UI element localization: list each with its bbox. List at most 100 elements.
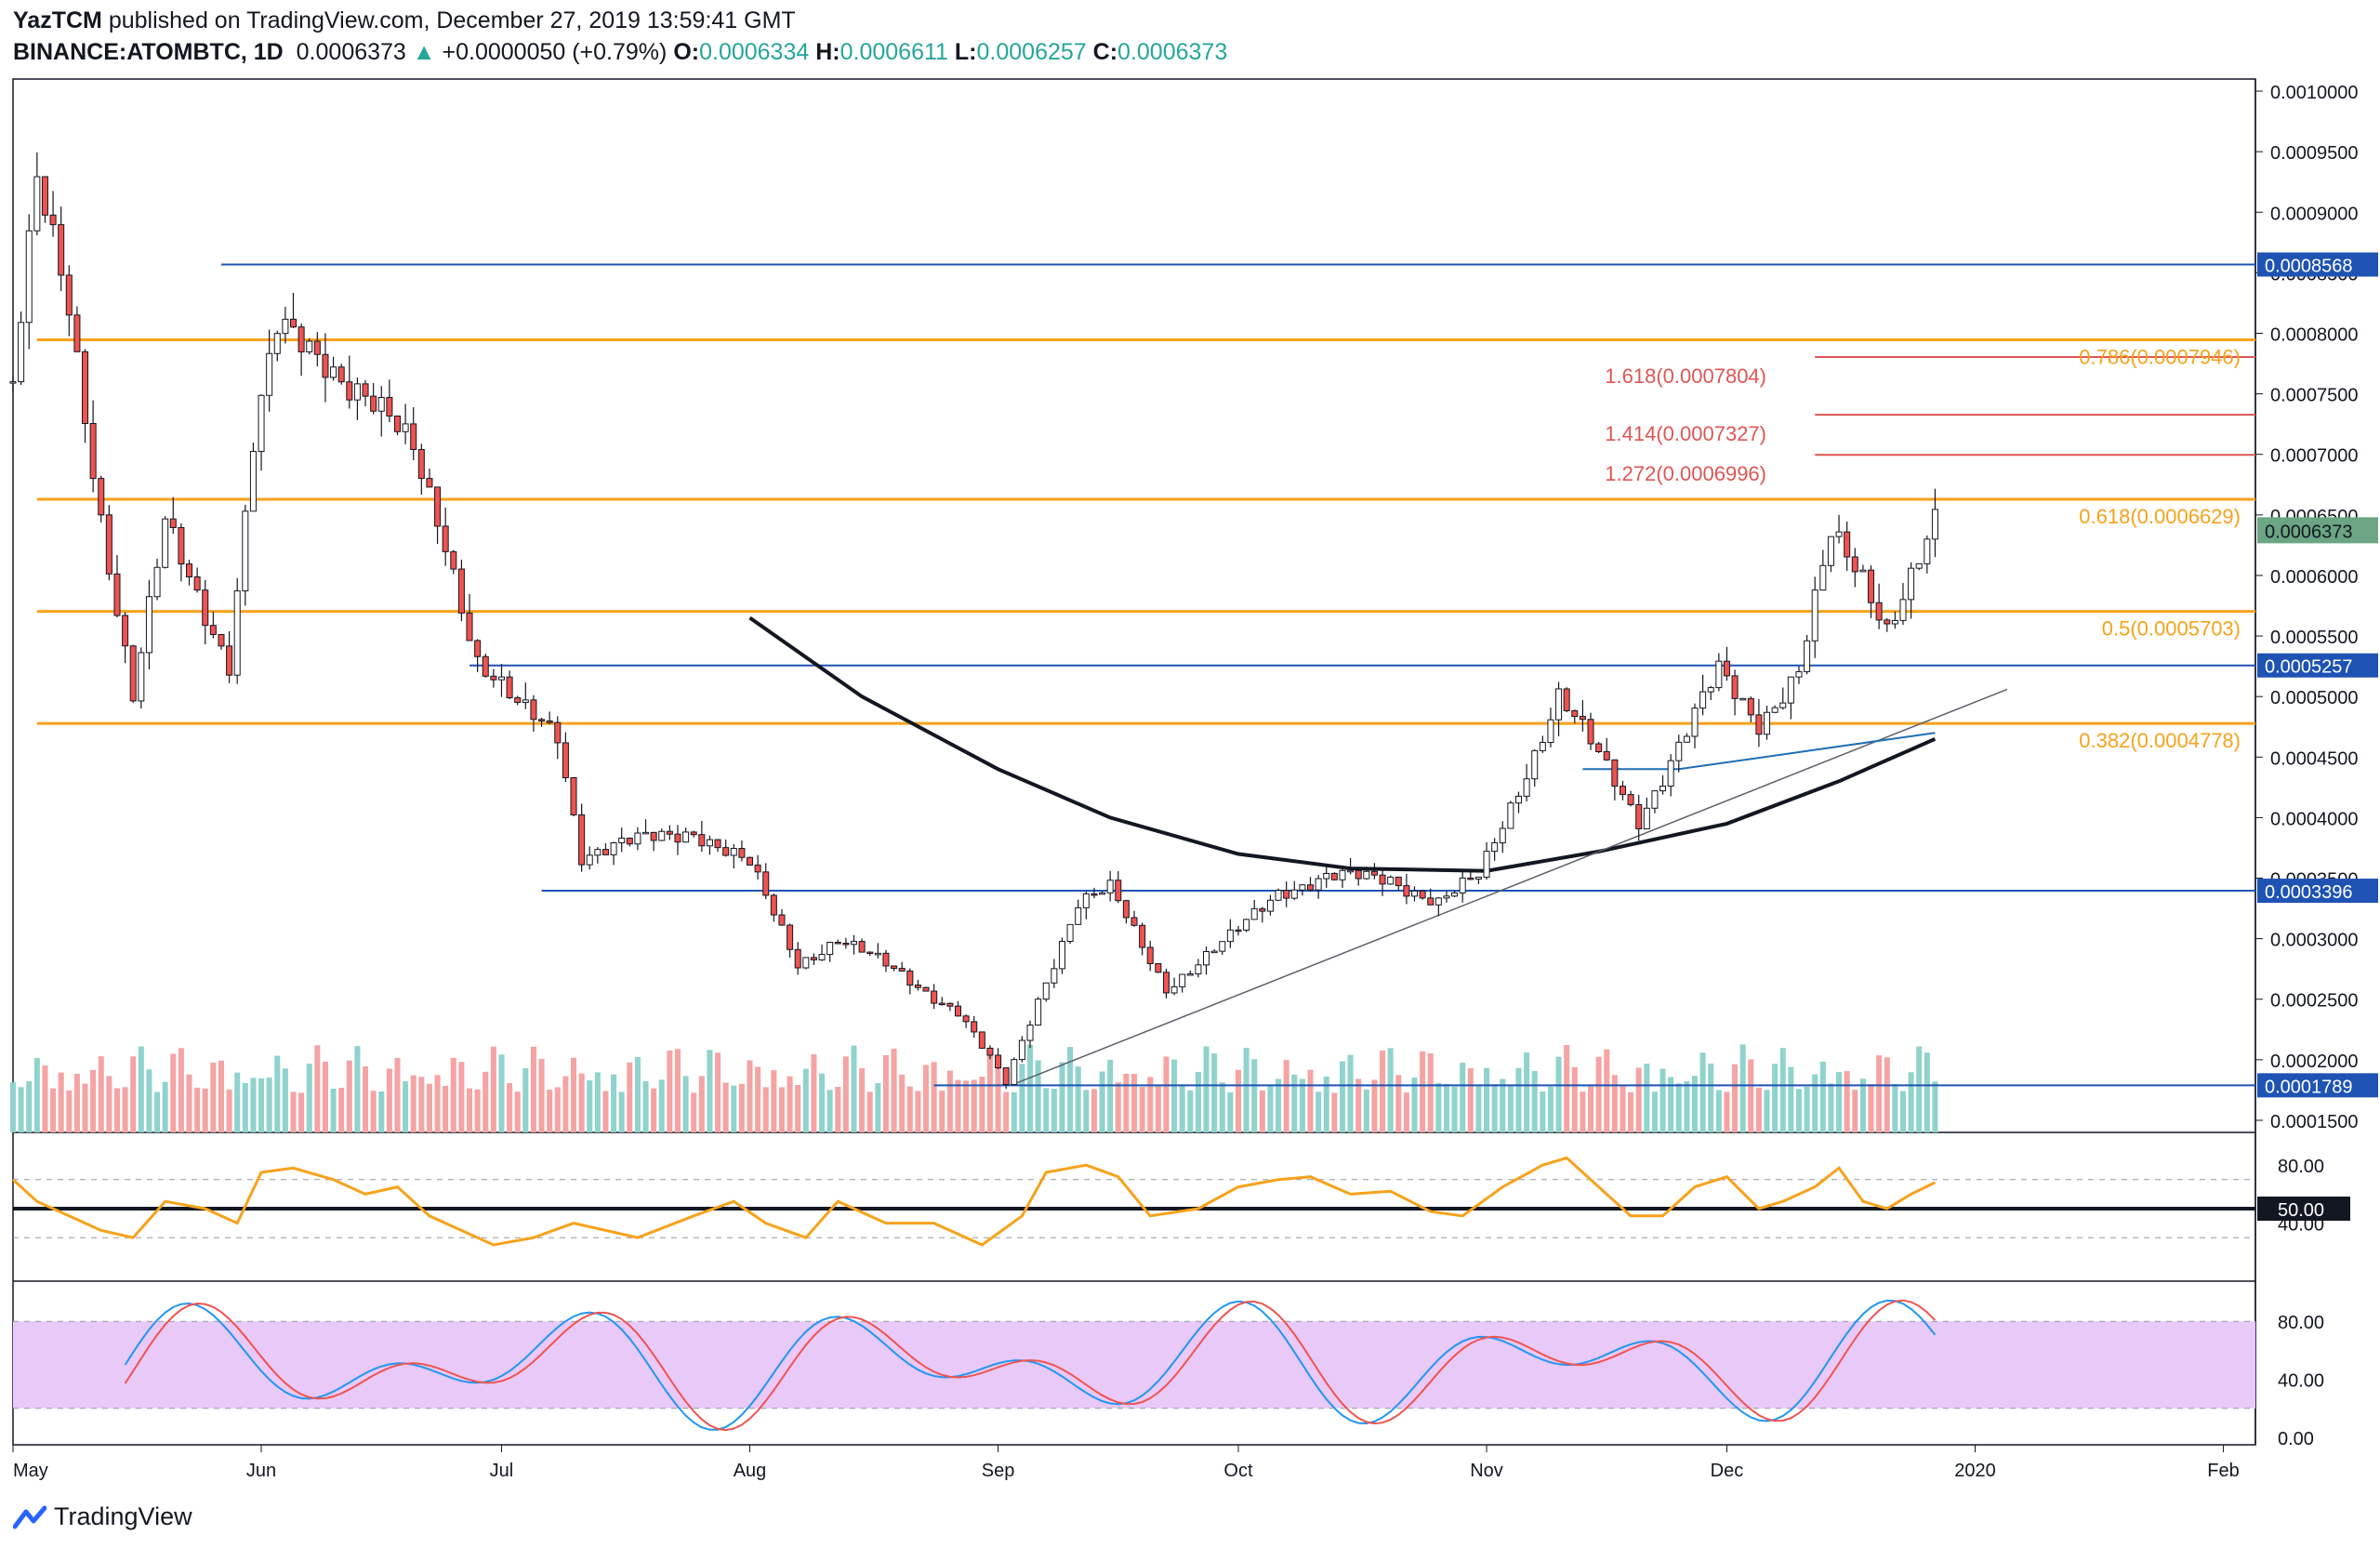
candle-up <box>1651 790 1659 809</box>
candle-down <box>754 864 761 873</box>
fib-label: 0.618(0.0006629) <box>2079 505 2241 528</box>
volume-bar <box>90 1069 97 1132</box>
volume-bar <box>570 1057 577 1132</box>
volume-bar <box>1251 1059 1258 1132</box>
price-tick-label: 0.0005500 <box>2270 628 2359 648</box>
candle-down <box>978 1031 985 1049</box>
price-tick-label: 0.0009000 <box>2270 204 2359 224</box>
candle-down <box>178 526 185 565</box>
candle-up <box>1339 869 1346 880</box>
fib-label: 0.382(0.0004778) <box>2079 729 2241 752</box>
candle-down <box>1419 890 1426 899</box>
volume-bar <box>1276 1078 1282 1132</box>
volume-bar <box>370 1091 377 1132</box>
candle-up <box>642 831 650 835</box>
candle-up <box>1675 741 1683 761</box>
candle-up <box>1699 691 1707 709</box>
price-tick-label: 0.0003000 <box>2270 931 2359 951</box>
candle-down <box>202 589 209 627</box>
volume-bar <box>866 1092 873 1132</box>
stoch-tick-label: 80.00 <box>2278 1313 2324 1333</box>
volume-bar <box>979 1077 985 1132</box>
level-price-tag-label: 0.0001789 <box>2265 1077 2353 1097</box>
volume-bar <box>1451 1086 1458 1132</box>
candle-up <box>1018 1039 1025 1061</box>
volume-bar <box>170 1053 177 1132</box>
time-tick-label: Jul <box>490 1461 514 1481</box>
time-tick-label: Dec <box>1711 1461 1744 1481</box>
close-label: C: <box>1092 39 1118 65</box>
candle-down <box>1130 917 1138 926</box>
candle-up <box>242 510 249 592</box>
price-tick-label: 0.0001500 <box>2270 1112 2359 1132</box>
time-axis: May Jun Jul Aug Sep Oct Nov Dec 2020 Feb <box>12 1445 2240 1481</box>
candle-up <box>1915 562 1923 569</box>
volume-bar <box>58 1072 64 1132</box>
last-price-tag-label: 0.0006373 <box>2265 522 2353 542</box>
volume-bar <box>1876 1055 1883 1132</box>
volume-bar <box>1107 1059 1114 1132</box>
volume-bar <box>923 1065 930 1132</box>
candle-down <box>1563 688 1570 711</box>
volume-bar <box>1171 1059 1178 1132</box>
chart-frame <box>12 78 2256 1446</box>
candle-up <box>1323 872 1330 880</box>
volume-bar <box>963 1080 970 1132</box>
volume-bar <box>1916 1046 1923 1132</box>
volume-bar <box>322 1061 328 1132</box>
candle-down <box>866 951 874 955</box>
candle-up <box>1667 760 1674 787</box>
volume-bar <box>98 1056 104 1132</box>
candle-down <box>794 948 801 969</box>
volume-bar <box>530 1046 536 1132</box>
candle-down <box>674 833 681 843</box>
candle-down <box>1091 893 1098 896</box>
volume-bar <box>722 1082 729 1132</box>
candle-up <box>1219 941 1226 952</box>
candlesticks <box>9 152 1938 1090</box>
volume-bar <box>1659 1068 1666 1132</box>
candle-down <box>193 576 201 591</box>
candle-down <box>1427 897 1435 906</box>
rsi-pane: 80.0040.0050.00 <box>11 1156 2350 1247</box>
candle-up <box>249 451 257 512</box>
price-tick-label: 0.0010000 <box>2270 83 2359 103</box>
volume-bar <box>378 1091 385 1132</box>
last-price-tag <box>2257 517 2378 544</box>
volume-bar <box>1748 1059 1754 1132</box>
volume-bar <box>707 1050 713 1132</box>
candle-down <box>530 699 537 721</box>
candle-up <box>730 848 737 856</box>
symbol-info: BINANCE:ATOMBTC, 1D 0.0006373 ▲ +0.00000… <box>13 39 1227 66</box>
candle-down <box>914 984 921 988</box>
candle-down <box>289 318 298 328</box>
volume-bar <box>1668 1077 1674 1132</box>
volume-bar <box>1219 1082 1225 1132</box>
candle-down <box>666 830 673 835</box>
candle-up <box>1099 892 1106 895</box>
volume-bar <box>1531 1071 1538 1132</box>
volume-bar <box>1083 1090 1090 1132</box>
candle-up <box>1835 531 1843 537</box>
volume-bar <box>1267 1085 1274 1132</box>
volume-bar <box>1779 1048 1786 1132</box>
candle-up <box>25 230 33 324</box>
candle-down <box>602 849 609 855</box>
volume-bar <box>1243 1048 1250 1132</box>
author-name[interactable]: YazTCM <box>13 7 102 33</box>
volume-bar <box>458 1062 465 1132</box>
volume-bar <box>146 1069 152 1132</box>
volume-bar <box>1628 1092 1634 1132</box>
volume-bar <box>162 1081 168 1132</box>
candle-up <box>818 954 826 960</box>
volume-bar <box>1187 1090 1194 1132</box>
volume-bar <box>522 1067 529 1132</box>
volume-bar <box>1828 1083 1834 1132</box>
candle-up <box>1514 795 1523 804</box>
volume-bar <box>931 1062 937 1132</box>
tradingview-footer[interactable]: TradingView <box>13 1502 192 1531</box>
time-tick-label: May <box>13 1461 48 1481</box>
volume-bar <box>1708 1064 1714 1132</box>
volume-bar <box>50 1088 57 1132</box>
